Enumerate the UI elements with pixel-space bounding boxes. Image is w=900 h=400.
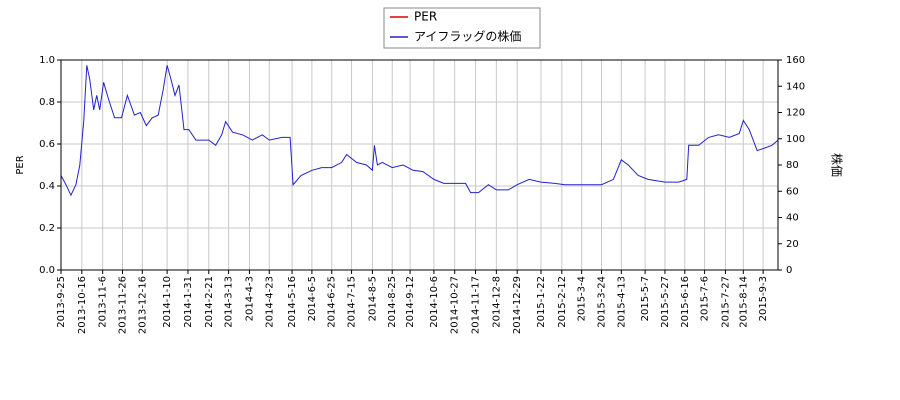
legend-box — [383, 7, 541, 49]
plot-area — [61, 60, 778, 270]
y2-tick-label: 100 — [786, 134, 805, 145]
x-tick-label: 2015-8-14 — [738, 276, 749, 328]
x-tick-label: 2013-11-26 — [117, 276, 128, 334]
y-tick-label: 0.0 — [39, 265, 55, 276]
y2-tick-label: 60 — [786, 186, 799, 197]
legend: PER アイフラッグの株価 — [383, 7, 541, 49]
legend-label: アイフラッグの株価 — [414, 29, 521, 44]
x-tick-label: 2014-7-15 — [347, 276, 358, 328]
y2-axis-label: 株価 — [830, 153, 845, 177]
x-tick-label: 2013-11-6 — [98, 276, 109, 328]
x-tick-label: 2014-2-21 — [204, 276, 215, 328]
x-tick-label: 2014-4-23 — [264, 276, 275, 328]
x-tick-label: 2015-9-3 — [758, 276, 769, 321]
x-tick-label: 2014-12-29 — [512, 276, 523, 334]
x-tick-label: 2015-3-24 — [596, 276, 607, 328]
y2-tick-label: 0 — [786, 265, 792, 276]
x-tick-label: 2015-2-12 — [557, 276, 568, 328]
x-tick-label: 2013-10-16 — [77, 276, 88, 334]
x-tick-label: 2015-7-27 — [720, 276, 731, 328]
x-tick-label: 2014-3-13 — [224, 276, 235, 328]
x-tick-label: 2014-1-31 — [183, 276, 194, 328]
marks — [60, 65, 779, 197]
x-tick-label: 2013-12-16 — [137, 276, 148, 334]
y2-tick-label: 40 — [786, 213, 799, 224]
x-tick-label: 2015-6-16 — [680, 276, 691, 328]
x-tick-label: 2014-5-16 — [287, 276, 298, 328]
x-tick-label: 2014-11-17 — [471, 276, 482, 334]
price-line — [60, 65, 779, 197]
x-tick-label: 2014-4-3 — [244, 276, 255, 321]
x-tick-label: 2015-1-22 — [536, 276, 547, 328]
x-tick-label: 2013-9-25 — [56, 276, 67, 328]
x-tick-label: 2015-3-4 — [577, 276, 588, 321]
x-tick-label: 2014-8-25 — [387, 276, 398, 328]
y-tick-label: 0.2 — [39, 223, 55, 234]
x-tick-label: 2014-10-6 — [429, 276, 440, 328]
x-tick-label: 2014-9-12 — [405, 276, 416, 328]
x-tick-label: 2015-4-13 — [616, 276, 627, 328]
x-tick-label: 2015-5-27 — [660, 276, 671, 328]
y2-tick-label: 80 — [786, 160, 799, 171]
y2-tick-label: 160 — [786, 55, 805, 66]
x-tick-label: 2014-1-10 — [162, 276, 173, 328]
x-tick-label: 2014-10-27 — [450, 276, 461, 334]
x-tick-label: 2015-7-6 — [700, 276, 711, 321]
y-tick-label: 0.8 — [39, 97, 55, 108]
x-tick-label: 2014-6-5 — [307, 276, 318, 321]
y-tick-label: 0.6 — [39, 139, 55, 150]
x-tick-label: 2014-6-25 — [327, 276, 338, 328]
y2-tick-label: 120 — [786, 108, 805, 119]
x-tick-label: 2014-8-5 — [367, 276, 378, 321]
x-tick-label: 2014-12-8 — [491, 276, 502, 328]
y-tick-label: 1.0 — [39, 55, 55, 66]
y-axis-label: PER — [15, 155, 26, 174]
x-tick-label: 2015-5-7 — [640, 276, 651, 321]
y2-tick-label: 20 — [786, 239, 799, 250]
y-tick-label: 0.4 — [39, 181, 55, 192]
y2-tick-label: 140 — [786, 81, 805, 92]
legend-label: PER — [414, 10, 437, 24]
axes: 0.0 0.2 0.4 0.6 0.8 1.0 0 20 40 60 80 100 120 140 160 2… — [39, 55, 805, 334]
